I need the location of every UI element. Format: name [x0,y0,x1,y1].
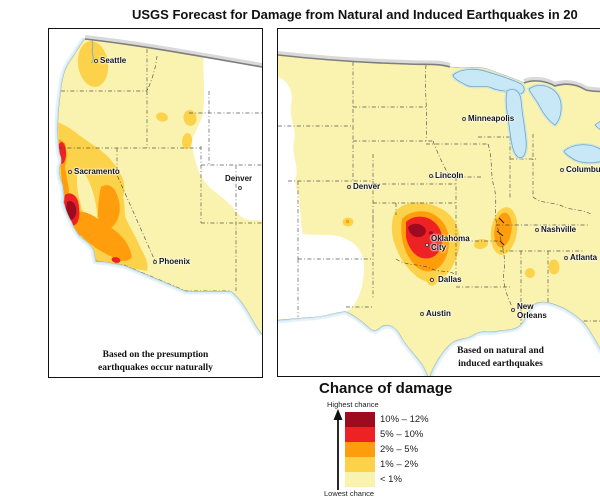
sacramento-dot [68,170,72,174]
legend-highest-label: Highest chance [327,400,379,409]
legend-label-1-2: 1% – 2% [380,459,419,470]
city-label-denver: Denver [353,182,381,191]
canada-border-shadow [84,35,262,67]
dallas-dot [430,278,434,282]
page-title: USGS Forecast for Damage from Natural an… [132,7,578,22]
hazard-parkfield-darkred [66,200,77,220]
city-label-minneapolis: Minneapolis [468,114,515,123]
low-hazard-white-region [191,39,262,221]
minneapolis-dot [462,117,466,121]
pale-blob-near-denver [207,202,235,226]
city-label-new-orleans: New Orleans [517,302,547,320]
lake-huron [528,85,562,126]
legend-swatch-lt1 [345,472,375,487]
legend-label-2-5: 2% – 5% [380,444,419,455]
canada-border [84,38,262,68]
lincoln-dot [429,174,433,178]
map-natural-panel: Seattle Sacramento Denver Phoenix Based … [48,28,263,378]
hazard-okc-darkred [408,223,426,238]
state-boundaries [278,62,600,325]
new-orleans-dot [511,308,515,312]
hazard-newmadrid-orange [494,212,512,248]
denver-dot [238,186,242,190]
state-boundaries [58,49,262,291]
city-label-columbus: Columbus [566,165,600,174]
canada-border [278,54,600,93]
hazard-arkansas-gold [474,238,488,250]
map-induced-svg [278,51,600,376]
legend-lowest-label: Lowest chance [324,489,375,498]
city-label-nashville: Nashville [541,225,577,234]
atlanta-dot [564,256,568,260]
austin-dot [420,312,424,316]
phoenix-dot [153,260,157,264]
map-natural-svg [54,35,262,337]
legend-label-5-10: 5% – 10% [380,429,424,440]
denver-dot [347,185,351,189]
hazard-sierra-orange [98,185,120,230]
seattle-dot [94,59,98,63]
city-label-sacramento: Sacramento [74,167,120,176]
oklahoma-city-dot [425,243,429,247]
city-label-denver: Denver [225,174,253,183]
nashville-dot [535,228,539,232]
city-label-seattle: Seattle [100,56,127,65]
hazard-socal-orange [73,211,132,261]
legend-arrow-icon [333,409,343,490]
city-label-austin: Austin [426,309,451,318]
right-map-caption: Based on natural and induced earthquakes [457,346,544,369]
legend-title: Chance of damage [319,380,453,397]
puget-sound [90,39,94,64]
hazard-seattle-blob [77,41,109,87]
hazard-norcal-coast-orange [59,139,84,237]
city-label-atlanta: Atlanta [570,253,598,262]
columbus-dot [560,168,564,172]
legend-swatch-2-5 [345,442,375,457]
city-label-oklahoma-city: Oklahoma City [431,234,470,252]
central-valley-pale [76,170,98,228]
city-label-phoenix: Phoenix [159,257,191,266]
map-induced-panel: Minneapolis Lincoln Denver Columbus Nash… [277,28,600,377]
lake-erie [563,144,600,164]
city-label-dallas: Dallas [438,275,462,284]
canada-border-shadow [278,51,600,92]
city-label-lincoln: Lincoln [435,171,464,180]
low-hazard-white-region [278,77,364,319]
legend-labels: 10% – 12% 5% – 10% 2% – 5% 1% – 2% < 1% [380,412,429,487]
lake-michigan [505,89,527,159]
hazard-alabama-gold [525,268,535,278]
left-map-caption: Based on the presumption earthquakes occ… [98,350,213,373]
legend-swatch-10-12 [345,412,375,427]
legend-label-10-12: 10% – 12% [380,414,429,425]
great-lakes [451,67,600,165]
legend-swatch-1-2 [345,457,375,472]
legend-swatch-5-10 [345,427,375,442]
legend-label-lt1: < 1% [380,474,402,485]
legend-swatches [345,412,375,487]
